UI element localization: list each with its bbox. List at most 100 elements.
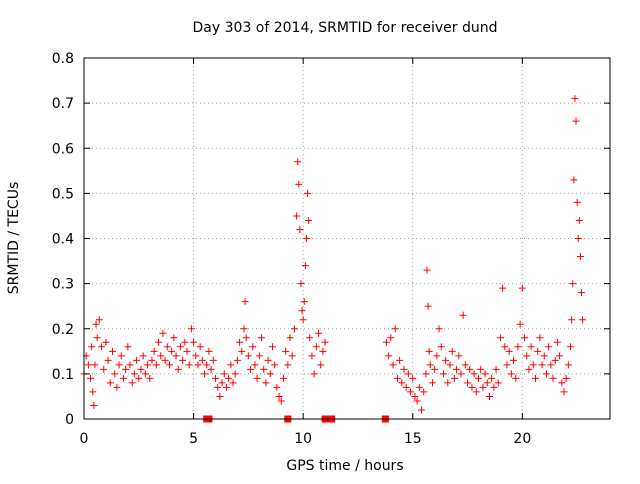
data-point xyxy=(279,374,287,382)
y-tick-label: 0.4 xyxy=(52,232,74,248)
data-point xyxy=(529,361,537,369)
data-point xyxy=(450,374,458,382)
data-point xyxy=(490,383,498,391)
data-point xyxy=(464,379,472,387)
data-point xyxy=(294,158,302,166)
data-point xyxy=(542,370,550,378)
data-point xyxy=(240,325,248,333)
data-point xyxy=(525,365,533,373)
data-point xyxy=(126,361,134,369)
data-point xyxy=(483,379,491,387)
data-point xyxy=(425,347,433,355)
data-point xyxy=(400,365,408,373)
data-point xyxy=(385,352,393,360)
data-point xyxy=(437,343,445,351)
y-axis-label: SRMTID / TECUs xyxy=(6,182,22,295)
data-point xyxy=(549,374,557,382)
data-point xyxy=(93,334,101,342)
data-point xyxy=(192,352,200,360)
data-point xyxy=(157,352,165,360)
data-point xyxy=(170,334,178,342)
data-point xyxy=(163,343,171,351)
data-point xyxy=(122,365,130,373)
data-point xyxy=(431,365,439,373)
data-point xyxy=(310,370,318,378)
data-point xyxy=(212,374,219,382)
data-point xyxy=(306,334,314,342)
data-point xyxy=(130,370,138,378)
data-point xyxy=(288,352,296,360)
data-point xyxy=(568,316,576,324)
data-point xyxy=(286,334,294,342)
data-point xyxy=(108,347,116,355)
y-tick-label: 0.5 xyxy=(52,186,74,202)
x-tick-label: 0 xyxy=(80,431,89,447)
data-point xyxy=(238,347,246,355)
data-point xyxy=(409,374,417,382)
data-point xyxy=(198,356,206,364)
data-point xyxy=(402,383,410,391)
data-point xyxy=(128,379,136,387)
data-point xyxy=(282,347,290,355)
data-point xyxy=(389,361,397,369)
x-tick-label: 20 xyxy=(513,431,531,447)
grid xyxy=(84,58,610,419)
y-tick-label: 0.7 xyxy=(52,96,74,112)
data-point xyxy=(231,370,239,378)
data-point xyxy=(205,347,213,355)
data-point xyxy=(459,311,467,319)
data-point xyxy=(183,347,191,355)
data-point xyxy=(95,316,103,324)
data-point xyxy=(249,343,257,351)
data-point xyxy=(155,338,163,346)
data-point xyxy=(117,352,125,360)
data-point xyxy=(507,370,515,378)
data-point xyxy=(304,189,312,197)
data-point xyxy=(448,347,456,355)
y-tick-label: 0.2 xyxy=(52,322,74,338)
data-point xyxy=(271,361,279,369)
data-point xyxy=(485,392,493,400)
y-tick-label: 0.6 xyxy=(52,141,74,157)
data-point xyxy=(115,361,123,369)
data-point xyxy=(398,379,406,387)
data-point xyxy=(477,365,485,373)
data-point xyxy=(564,361,572,369)
data-point xyxy=(571,95,579,103)
data-point xyxy=(442,356,450,364)
data-point xyxy=(538,361,546,369)
data-point xyxy=(146,374,154,382)
data-point xyxy=(262,379,270,387)
data-point xyxy=(87,374,95,382)
data-point xyxy=(104,356,112,364)
data-point xyxy=(290,325,298,333)
data-point xyxy=(479,383,487,391)
data-point xyxy=(424,302,432,310)
data-point xyxy=(84,361,92,369)
data-point xyxy=(470,370,478,378)
data-point xyxy=(510,356,518,364)
data-point xyxy=(505,347,513,355)
data-point xyxy=(293,212,301,220)
data-point xyxy=(308,352,316,360)
data-point xyxy=(494,379,502,387)
data-point xyxy=(315,329,323,337)
data-point xyxy=(455,352,463,360)
data-point xyxy=(536,334,544,342)
data-point xyxy=(196,343,204,351)
y-tick-label: 0.1 xyxy=(52,367,74,383)
data-point xyxy=(534,347,542,355)
data-point xyxy=(273,383,281,391)
data-point xyxy=(481,370,489,378)
data-point xyxy=(119,374,127,382)
data-point xyxy=(501,343,509,351)
data-point xyxy=(426,361,434,369)
data-point xyxy=(518,284,526,292)
data-point xyxy=(413,397,421,405)
data-point xyxy=(560,388,568,396)
data-point xyxy=(411,392,419,400)
chart-title: Day 303 of 2014, SRMTID for receiver dun… xyxy=(193,20,498,36)
data-point xyxy=(209,356,217,364)
